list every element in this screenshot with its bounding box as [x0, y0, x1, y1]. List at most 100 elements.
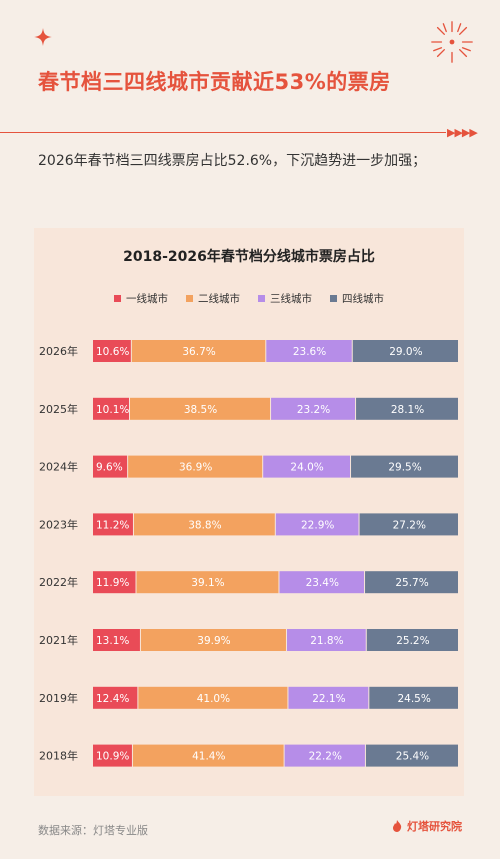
bar-value-label: 38.5%	[184, 404, 217, 416]
bar-segment	[93, 455, 128, 478]
bar-segment	[131, 340, 266, 362]
page-headline: 春节档三四线城市贡献近53%的票房	[38, 70, 391, 94]
bar-segment	[93, 397, 130, 420]
bar-segment	[351, 455, 458, 478]
bar-segment	[266, 340, 352, 362]
legend-label-tier4: 四线城市	[342, 293, 384, 305]
bar-value-label: 23.6%	[293, 346, 326, 358]
bar-segment	[271, 397, 356, 420]
bar-value-label: 41.4%	[192, 751, 225, 763]
sparkle-icon	[34, 28, 52, 46]
legend-label-tier3: 三线城市	[270, 293, 312, 305]
bar-segment	[365, 571, 458, 594]
category-label: 2023年	[39, 517, 78, 531]
bar-segment	[369, 686, 458, 709]
bar-value-label: 10.9%	[96, 751, 129, 763]
bar-segment	[130, 397, 271, 420]
legend-item-tier1: 一线城市	[114, 291, 168, 306]
bar-value-label: 9.6%	[96, 462, 123, 474]
legend-item-tier2: 二线城市	[186, 291, 240, 306]
bar-segment	[93, 513, 133, 536]
legend-swatch-tier1	[114, 295, 121, 302]
arrow-decoration-icon: ▶▶▶▶	[447, 126, 478, 139]
bar-value-label: 24.0%	[290, 462, 323, 474]
bar-value-label: 29.5%	[388, 462, 421, 474]
bar-segment	[263, 455, 351, 478]
bar-segment	[93, 686, 138, 709]
bar-segment	[352, 340, 458, 362]
bar-value-label: 22.1%	[312, 693, 345, 705]
bar-value-label: 29.0%	[389, 346, 422, 358]
bar-segment	[132, 744, 284, 767]
bar-segment	[140, 629, 286, 651]
bar-value-label: 25.2%	[396, 635, 429, 647]
chart-title: 2018-2026年春节档分线城市票房占比	[123, 249, 375, 265]
bar-segment	[93, 744, 132, 767]
category-label: 2019年	[39, 691, 78, 705]
bar-segment	[366, 629, 458, 651]
bar-value-label: 13.1%	[96, 635, 129, 647]
bar-value-label: 23.4%	[306, 577, 339, 589]
bar-segment	[93, 340, 131, 362]
bar-value-label: 28.1%	[391, 404, 424, 416]
legend-swatch-tier2	[186, 295, 193, 302]
bar-row: 2023年 11.2% 38.8% 22.9% 27.2%	[39, 513, 458, 536]
category-label: 2018年	[39, 749, 78, 763]
legend-label-tier1: 一线城市	[126, 293, 168, 305]
bar-value-label: 39.1%	[191, 577, 224, 589]
brand-flame-icon	[393, 820, 402, 832]
bar-value-label: 11.2%	[96, 519, 129, 531]
brand-logo: 灯塔研究院	[390, 818, 462, 834]
bar-segment	[365, 744, 458, 767]
bar-value-label: 36.9%	[179, 462, 212, 474]
bar-segment	[136, 571, 279, 594]
bar-value-label: 39.9%	[197, 635, 230, 647]
summary-text: 2026年春节档三四线票房占比52.6%，下沉趋势进一步加强；	[38, 153, 427, 169]
category-label: 2026年	[39, 344, 78, 358]
bar-value-label: 10.6%	[96, 346, 129, 358]
bar-value-label: 25.4%	[396, 751, 429, 763]
bar-value-label: 24.5%	[397, 693, 430, 705]
header-divider	[0, 132, 446, 133]
bar-segment	[284, 744, 365, 767]
bar-row: 2025年 10.1% 38.5% 23.2% 28.1%	[39, 397, 458, 420]
bar-value-label: 22.2%	[309, 751, 342, 763]
bar-row: 2021年 13.1% 39.9% 21.8% 25.2%	[39, 629, 458, 651]
category-label: 2025年	[39, 402, 78, 416]
bar-row: 2019年 12.4% 41.0% 22.1% 24.5%	[39, 686, 458, 709]
bar-value-label: 41.0%	[197, 693, 230, 705]
category-label: 2021年	[39, 633, 78, 647]
category-label: 2024年	[39, 460, 78, 474]
bar-segment	[286, 629, 366, 651]
bar-segment	[279, 571, 365, 594]
bar-value-label: 22.9%	[301, 519, 334, 531]
bar-segment	[128, 455, 263, 478]
bar-value-label: 25.7%	[395, 577, 428, 589]
legend-swatch-tier4	[330, 295, 337, 302]
bar-value-label: 36.7%	[182, 346, 215, 358]
bar-segment	[359, 513, 458, 536]
bar-value-label: 11.9%	[96, 577, 129, 589]
chart-legend: 一线城市 二线城市 三线城市 四线城市	[34, 291, 464, 306]
legend-label-tier2: 二线城市	[198, 293, 240, 305]
bar-segment	[133, 513, 275, 536]
bar-segment	[356, 397, 458, 420]
bar-row: 2022年 11.9% 39.1% 23.4% 25.7%	[39, 571, 458, 594]
legend-item-tier3: 三线城市	[258, 291, 312, 306]
chart-panel: 2026年 10.6% 36.7% 23.6% 29.0% 2025年 10.1% 38.5%…	[34, 228, 464, 796]
bar-value-label: 38.8%	[188, 519, 221, 531]
category-label: 2022年	[39, 575, 78, 589]
bar-value-label: 10.1%	[96, 404, 129, 416]
brand-name: 灯塔研究院	[407, 820, 462, 833]
bar-row: 2018年 10.9% 41.4% 22.2% 25.4%	[39, 744, 458, 767]
bar-value-label: 21.8%	[310, 635, 343, 647]
bar-segment	[288, 686, 369, 709]
bar-segment	[275, 513, 359, 536]
bar-row: 2024年 9.6% 36.9% 24.0% 29.5%	[39, 455, 458, 478]
data-source-note: 数据来源：灯塔专业版	[38, 824, 148, 837]
bar-segment	[93, 629, 140, 651]
bar-row: 2026年 10.6% 36.7% 23.6% 29.0%	[39, 340, 458, 362]
bar-value-label: 12.4%	[96, 693, 129, 705]
firework-icon	[431, 21, 473, 63]
